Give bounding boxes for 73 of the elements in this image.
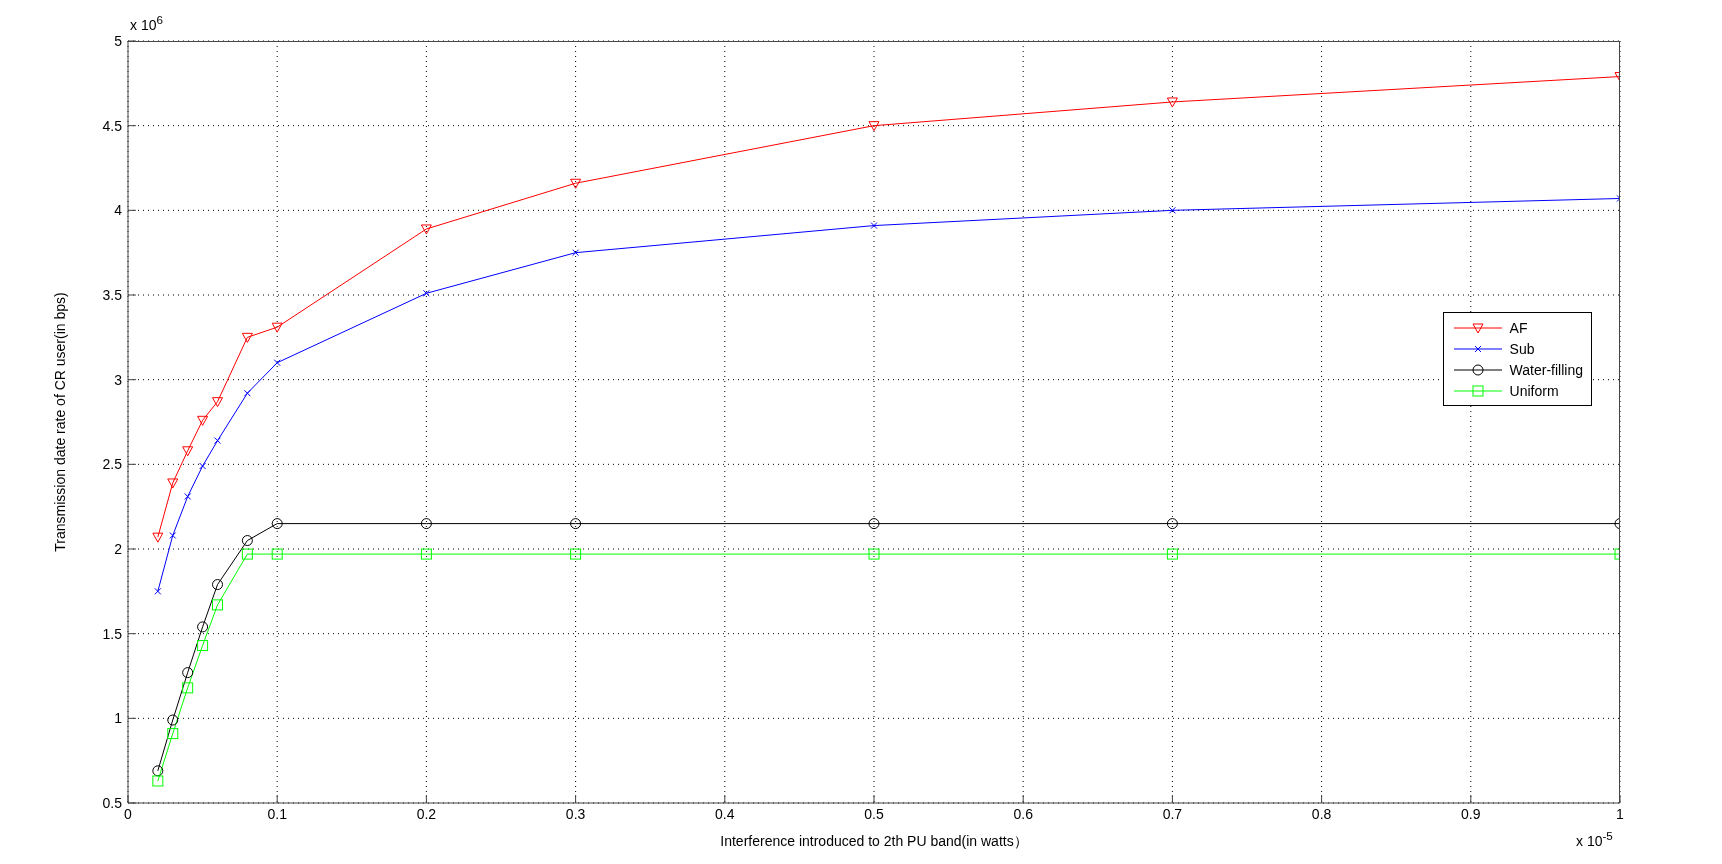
legend-label: Water-filling [1509,361,1583,378]
x-tick-label: 0.7 [1162,805,1183,822]
legend-label: Sub [1509,340,1535,357]
point [570,178,582,189]
y-tick-label: 0.5 [102,794,123,811]
x-tick-label: 0.4 [715,805,735,822]
y-tick-label: 4 [114,202,123,219]
point [570,548,582,560]
y-tick-label: 3.5 [102,286,123,303]
point [868,548,880,560]
point [1166,518,1178,530]
x-tick-label: 0.8 [1311,805,1332,822]
point [1166,97,1178,108]
point [212,579,224,591]
point [167,714,179,726]
point [420,548,432,560]
point [169,531,177,539]
point [271,548,283,560]
x-tick-label: 0 [124,805,133,822]
point [271,322,283,333]
y-axis-title: Transmission date rate of CR user(in bps) [51,292,68,552]
x-tick-label: 0.3 [565,805,586,822]
point [1168,206,1176,214]
point [197,621,209,633]
point [422,289,430,297]
point [152,775,164,787]
point [420,224,432,235]
point [868,518,880,530]
point [868,121,880,132]
point [243,389,251,397]
point [1166,548,1178,560]
point [572,249,580,257]
point [154,587,162,595]
point [273,359,281,367]
x-axis-title: Interference introduced to 2th PU band(in watts） [720,833,1028,849]
point [184,493,192,501]
point [241,332,253,343]
point [214,437,222,445]
point [420,518,432,530]
x-tick-label: 0.9 [1461,805,1481,822]
x-tick-label: 0.6 [1013,805,1034,822]
point [197,640,209,652]
text: x 10$^{-5}$ [1576,829,1613,849]
y-tick-label: 1.5 [102,625,123,642]
y-tick-label: 2 [114,540,123,557]
point [870,222,878,230]
y-tick-label: 2.5 [102,456,123,473]
point [241,535,253,547]
point [182,446,194,457]
x-tick-label: 1 [1616,805,1625,822]
y-tick-label: 5 [114,32,123,49]
point [197,415,209,426]
point [167,728,179,740]
legend-label: Uniform [1509,382,1559,399]
point [152,532,164,543]
legend-label: AF [1509,319,1528,336]
point [199,462,207,470]
point [271,518,283,530]
point [182,667,194,679]
point [241,548,253,560]
point [212,397,224,408]
point [182,682,194,694]
text: x 10$^{6}$ [130,13,163,33]
point [167,478,179,489]
x-tick-label: 0.5 [864,805,884,822]
point [152,765,164,777]
y-tick-label: 4.5 [102,117,123,134]
y-tick-label: 3 [114,371,123,388]
y-tick-label: 1 [114,710,123,727]
point [212,599,224,611]
x-tick-label: 0.2 [416,805,437,822]
point [570,518,582,530]
x-tick-label: 0.1 [267,805,288,822]
